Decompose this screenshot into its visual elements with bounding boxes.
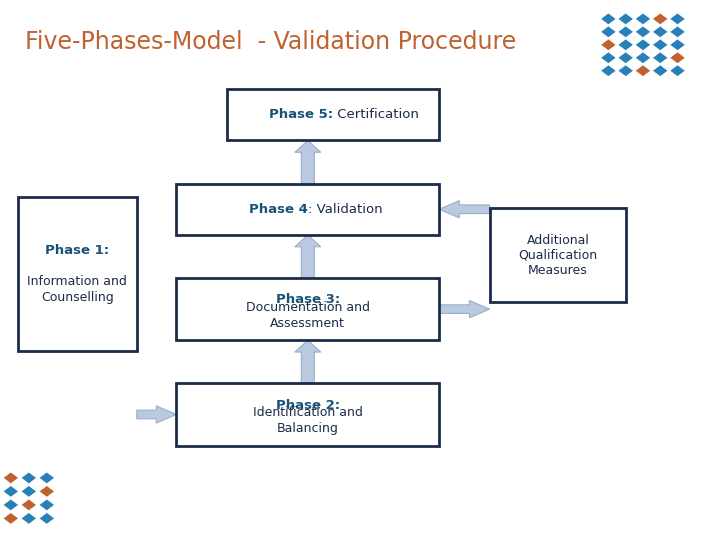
Polygon shape xyxy=(618,39,634,51)
Text: Five-Phases-Model  - Validation Procedure: Five-Phases-Model - Validation Procedure xyxy=(25,30,516,53)
FancyBboxPatch shape xyxy=(176,383,439,446)
Polygon shape xyxy=(600,13,616,25)
FancyBboxPatch shape xyxy=(18,197,137,351)
Text: Additional
Qualification
Measures: Additional Qualification Measures xyxy=(518,234,598,276)
Polygon shape xyxy=(670,65,685,77)
Polygon shape xyxy=(21,499,37,511)
Polygon shape xyxy=(295,235,321,278)
FancyBboxPatch shape xyxy=(176,184,439,235)
Polygon shape xyxy=(618,26,634,38)
Polygon shape xyxy=(21,512,37,524)
Polygon shape xyxy=(670,39,685,51)
Polygon shape xyxy=(3,512,19,524)
Polygon shape xyxy=(600,26,616,38)
Polygon shape xyxy=(295,340,321,383)
Text: Phase 5:: Phase 5: xyxy=(269,108,333,122)
Polygon shape xyxy=(635,26,651,38)
Polygon shape xyxy=(600,39,616,51)
Text: Documentation and
Assessment: Documentation and Assessment xyxy=(246,301,370,330)
Text: Identification and
Balancing: Identification and Balancing xyxy=(253,406,363,435)
Polygon shape xyxy=(295,140,321,184)
Polygon shape xyxy=(39,485,55,497)
Polygon shape xyxy=(137,406,176,423)
Polygon shape xyxy=(670,13,685,25)
FancyBboxPatch shape xyxy=(227,89,439,140)
Polygon shape xyxy=(39,512,55,524)
Polygon shape xyxy=(652,65,668,77)
Polygon shape xyxy=(670,52,685,64)
Text: Certification: Certification xyxy=(333,108,419,122)
Polygon shape xyxy=(3,472,19,484)
Text: Phase 3:: Phase 3: xyxy=(276,293,340,306)
Polygon shape xyxy=(439,201,490,218)
Polygon shape xyxy=(635,13,651,25)
Polygon shape xyxy=(652,39,668,51)
Polygon shape xyxy=(21,472,37,484)
Text: Information and
Counselling: Information and Counselling xyxy=(27,275,127,304)
Polygon shape xyxy=(652,26,668,38)
Polygon shape xyxy=(635,39,651,51)
Polygon shape xyxy=(652,52,668,64)
Polygon shape xyxy=(3,485,19,497)
Polygon shape xyxy=(39,499,55,511)
Text: : Validation: : Validation xyxy=(308,202,382,216)
Polygon shape xyxy=(618,52,634,64)
FancyBboxPatch shape xyxy=(176,278,439,340)
Polygon shape xyxy=(600,65,616,77)
Polygon shape xyxy=(600,52,616,64)
Text: Phase 1:: Phase 1: xyxy=(45,245,109,258)
FancyBboxPatch shape xyxy=(490,208,626,302)
Polygon shape xyxy=(3,499,19,511)
Polygon shape xyxy=(21,485,37,497)
Polygon shape xyxy=(618,65,634,77)
Polygon shape xyxy=(635,65,651,77)
Polygon shape xyxy=(635,52,651,64)
Text: Phase 2:: Phase 2: xyxy=(276,399,340,411)
Text: Phase 4: Phase 4 xyxy=(249,202,308,216)
Polygon shape xyxy=(652,13,668,25)
Polygon shape xyxy=(39,472,55,484)
Polygon shape xyxy=(439,300,490,318)
Polygon shape xyxy=(618,13,634,25)
Polygon shape xyxy=(670,26,685,38)
